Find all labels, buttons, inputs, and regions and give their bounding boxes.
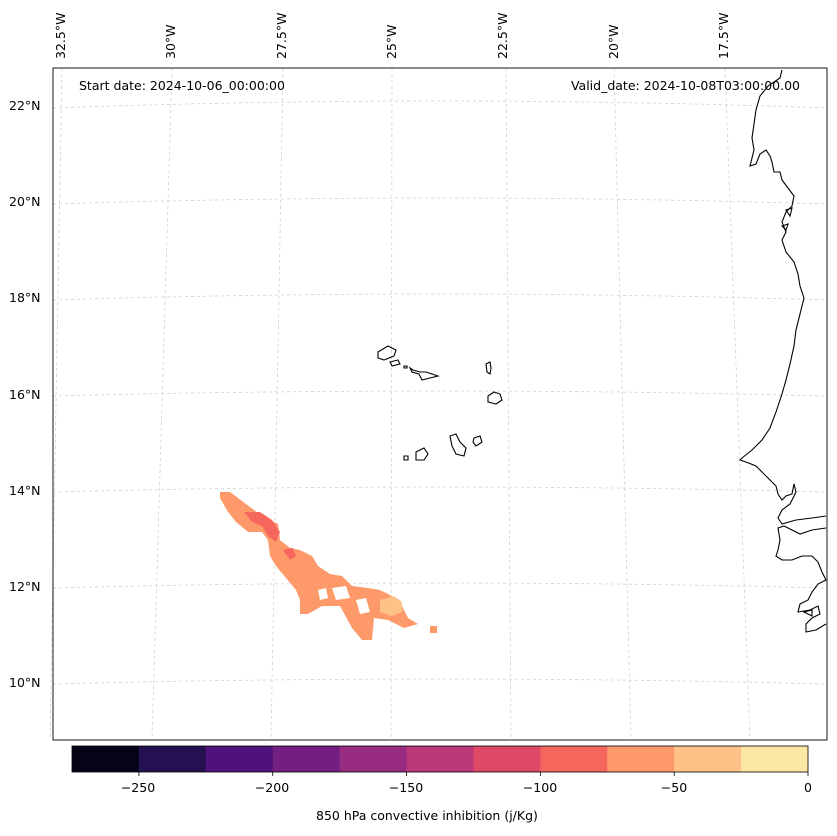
- island-santiago: [449, 433, 467, 457]
- lon-label-17.5W: 17.5°W: [716, 12, 731, 59]
- colorbar-swatch-3: [272, 746, 341, 772]
- island-boa-vista: [487, 391, 503, 405]
- colorbar-tick--250: −250: [120, 780, 156, 795]
- cin-hole-2: [356, 598, 370, 614]
- start-date-text: Start date: 2024-10-06_00:00:00: [79, 78, 285, 93]
- island-sal: [485, 361, 492, 375]
- lon-gridline-27.5: [270, 67, 284, 741]
- cin-region-strong: [244, 512, 280, 542]
- island-bijagos-3: [802, 609, 813, 617]
- lon-gridline-20: [613, 67, 632, 741]
- cin-hole-1: [332, 586, 350, 600]
- lat-gridline-10: [52, 678, 828, 685]
- colorbar-swatch-9: [674, 746, 742, 772]
- colorbar-swatch-8: [607, 746, 675, 772]
- cin-patch-small: [430, 626, 437, 633]
- lon-gridline-25: [390, 67, 393, 741]
- colorbar-tick--50: −50: [660, 780, 688, 795]
- lat-gridline-12: [52, 582, 828, 589]
- lon-gridline-17.5: [724, 67, 751, 741]
- lat-label-10N: 10°N: [9, 675, 41, 690]
- lat-gridline-22: [52, 100, 828, 109]
- lat-gridline-16: [52, 390, 828, 397]
- colorbar-swatch-0: [72, 746, 140, 772]
- cape-verde-islands: [377, 345, 503, 461]
- lon-label-25W: 25°W: [384, 24, 399, 59]
- island-santo-antao: [377, 345, 397, 361]
- lat-label-18N: 18°N: [9, 290, 41, 305]
- cin-region-weak: [380, 596, 402, 616]
- colorbar-swatch-2: [205, 746, 274, 772]
- graticule: [49, 67, 828, 741]
- island-bijagos-1: [785, 207, 793, 218]
- island-maio: [472, 435, 483, 447]
- colorbar-tick--200: −200: [254, 780, 290, 795]
- colorbar-tick--100: −100: [522, 780, 558, 795]
- colorbar-label: 850 hPa convective inhibition (j/Kg): [316, 808, 538, 823]
- lon-label-20W: 20°W: [606, 24, 621, 59]
- lon-label-30W: 30°W: [163, 24, 178, 59]
- lat-label-16N: 16°N: [9, 387, 41, 402]
- lon-gridline-30: [151, 67, 173, 741]
- coastline-guinea-bissau: [775, 525, 827, 633]
- colorbar-swatch-7: [540, 746, 608, 772]
- island-brava: [403, 455, 409, 461]
- island-sao-vicente: [389, 359, 401, 367]
- coastline-mauritania-senegal: [738, 69, 827, 525]
- valid-date-text: Valid_date: 2024-10-08T03:00:00.00: [570, 78, 800, 93]
- cin-region-strong-2: [283, 548, 296, 560]
- island-santa-luzia: [403, 365, 408, 369]
- island-sao-nicolau: [408, 366, 440, 381]
- colorbar: [72, 746, 809, 776]
- lat-label-20N: 20°N: [9, 194, 41, 209]
- african-coastline: [738, 69, 827, 633]
- lon-gridline-22.5: [505, 67, 512, 741]
- lon-label-22.5W: 22.5°W: [495, 12, 510, 59]
- colorbar-frame: [71, 745, 809, 773]
- colorbar-tick--150: −150: [388, 780, 424, 795]
- island-bijagos-2: [780, 223, 789, 232]
- lon-label-27.5W: 27.5°W: [274, 12, 289, 59]
- island-fogo: [415, 447, 429, 461]
- cin-contours: [220, 492, 437, 640]
- lat-gridline-18: [52, 293, 828, 301]
- colorbar-swatch-1: [138, 746, 207, 772]
- colorbar-swatch-10: [741, 746, 809, 772]
- lon-gridline-32.5: [49, 67, 63, 741]
- colorbar-swatch-6: [473, 746, 541, 772]
- cin-hole-3: [318, 588, 328, 600]
- lat-label-12N: 12°N: [9, 579, 41, 594]
- colorbar-swatch-5: [406, 746, 474, 772]
- lon-label-32.5W: 32.5°W: [53, 12, 68, 59]
- colorbar-swatch-4: [339, 746, 408, 772]
- lat-label-22N: 22°N: [9, 98, 41, 113]
- lat-gridline-14: [52, 486, 828, 493]
- map-frame: [52, 67, 828, 741]
- lat-gridline-20: [52, 197, 828, 205]
- colorbar-tick-0: 0: [804, 780, 812, 795]
- lat-label-14N: 14°N: [9, 483, 41, 498]
